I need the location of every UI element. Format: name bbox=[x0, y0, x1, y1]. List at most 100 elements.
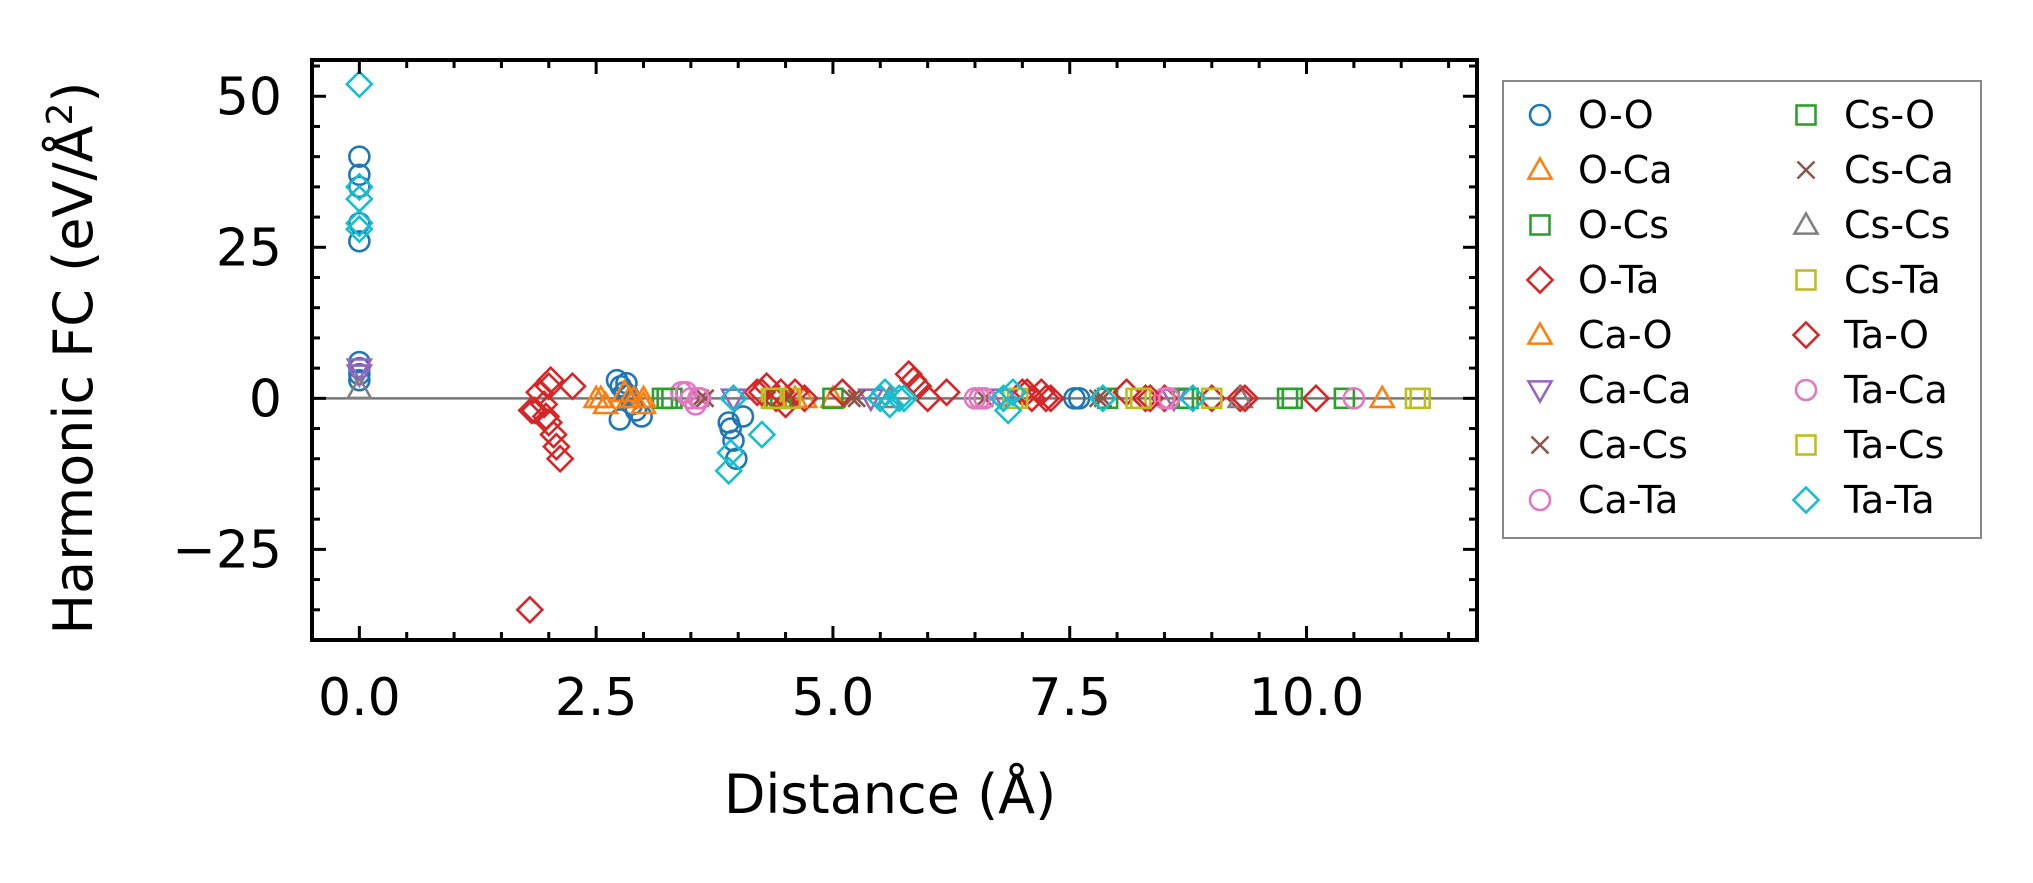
data-point bbox=[545, 444, 575, 474]
x-tick-label: 10.0 bbox=[1249, 668, 1365, 728]
data-point bbox=[714, 456, 744, 486]
legend-marker bbox=[1795, 434, 1817, 456]
legend-marker bbox=[1528, 488, 1552, 512]
legend-label: Cs-O bbox=[1844, 93, 1935, 137]
legend-label: Cs-Ta bbox=[1844, 258, 1941, 302]
data-point bbox=[615, 384, 644, 409]
data-point bbox=[875, 390, 905, 419]
data-point bbox=[1368, 384, 1397, 409]
legend-label: Ta-Ta bbox=[1843, 478, 1935, 522]
data-point bbox=[345, 172, 374, 202]
data-point bbox=[731, 405, 755, 428]
y-tick-label: −25 bbox=[172, 520, 282, 580]
legend-label: Ca-Ca bbox=[1578, 368, 1691, 412]
data-point bbox=[534, 371, 564, 401]
data-point bbox=[608, 408, 632, 431]
x-tick-label: 0.0 bbox=[318, 668, 401, 728]
y-tick-label: 25 bbox=[216, 218, 282, 278]
data-point bbox=[345, 358, 374, 383]
data-point bbox=[345, 375, 374, 400]
data-point bbox=[857, 388, 885, 413]
data-point bbox=[1200, 387, 1223, 410]
legend-marker bbox=[1794, 378, 1818, 402]
data-point bbox=[1230, 383, 1260, 413]
legend-item-cs-cs: Cs-Cs bbox=[1792, 203, 1950, 247]
data-point bbox=[345, 69, 374, 99]
data-point bbox=[899, 365, 928, 395]
data-point bbox=[345, 364, 374, 389]
data-point bbox=[989, 383, 1018, 413]
data-point bbox=[1135, 383, 1165, 413]
legend-label: Cs-Ca bbox=[1844, 148, 1954, 192]
legend-item-ta-o: Ta-O bbox=[1791, 313, 1929, 357]
data-point bbox=[716, 438, 745, 468]
legend-marker bbox=[1525, 265, 1555, 295]
legend-label: Ta-O bbox=[1843, 313, 1929, 357]
data-point bbox=[520, 396, 549, 425]
legend: O-O O-Ca O-Cs O-Ta Ca-O Ca-Ca Ca-Cs Ca-Ta Cs-O Cs… bbox=[1502, 80, 1982, 539]
legend-marker bbox=[1791, 485, 1821, 515]
data-point bbox=[1088, 388, 1108, 408]
data-point bbox=[687, 387, 710, 410]
legend-label: Ca-Cs bbox=[1578, 423, 1688, 467]
legend-marker bbox=[1795, 104, 1817, 126]
data-point bbox=[674, 380, 698, 404]
data-point bbox=[539, 420, 568, 449]
x-tick-label: 2.5 bbox=[555, 668, 638, 728]
data-point bbox=[998, 377, 1028, 407]
data-point bbox=[345, 208, 374, 238]
legend-label: O-O bbox=[1578, 93, 1654, 137]
legend-item-ca-cs: Ca-Cs bbox=[1530, 423, 1688, 467]
y-tick-label: 0 bbox=[249, 369, 282, 429]
data-point bbox=[1281, 387, 1304, 410]
legend-item-cs-ca: Cs-Ca bbox=[1796, 148, 1954, 192]
data-point bbox=[345, 214, 374, 244]
legend-marker bbox=[1526, 155, 1554, 180]
data-point bbox=[719, 388, 748, 413]
series-ta-ta bbox=[345, 69, 1208, 486]
x-tick-label: 5.0 bbox=[792, 668, 875, 728]
legend-label: Ta-Cs bbox=[1843, 423, 1944, 467]
y-axis-label: Harmonic FC (eV/Å2) bbox=[40, 82, 105, 635]
legend-item-o-ta: O-Ta bbox=[1525, 258, 1659, 302]
legend-item-ca-ca: Ca-Ca bbox=[1526, 368, 1691, 412]
legend-marker bbox=[1529, 214, 1551, 236]
legend-item-ta-cs: Ta-Cs bbox=[1795, 423, 1944, 467]
data-point bbox=[1225, 383, 1255, 413]
data-point bbox=[536, 365, 566, 395]
data-point bbox=[1342, 387, 1366, 410]
data-point bbox=[558, 371, 587, 401]
legend-label: Ca-Ta bbox=[1578, 478, 1678, 522]
data-point bbox=[932, 377, 961, 407]
data-point bbox=[348, 368, 371, 392]
data-point bbox=[719, 383, 748, 413]
data-point bbox=[515, 595, 545, 625]
legend-items: O-O O-Ca O-Cs O-Ta Ca-O Ca-Ca Ca-Cs Ca-Ta Cs-O Cs… bbox=[1525, 93, 1954, 522]
legend-item-ta-ta: Ta-Ta bbox=[1791, 478, 1935, 522]
legend-label: O-Cs bbox=[1578, 203, 1669, 247]
legend-frame bbox=[1502, 80, 1982, 539]
data-point bbox=[517, 396, 547, 425]
legend-label: O-Ta bbox=[1578, 258, 1659, 302]
legend-item-o-ca: O-Ca bbox=[1526, 148, 1673, 192]
data-points bbox=[345, 69, 1431, 625]
data-point bbox=[1131, 383, 1160, 413]
data-point bbox=[889, 383, 919, 413]
plot-frame bbox=[310, 58, 1479, 642]
data-point bbox=[847, 388, 867, 408]
data-point bbox=[884, 383, 914, 413]
legend-marker bbox=[1526, 320, 1554, 345]
data-point bbox=[763, 387, 786, 410]
data-point bbox=[747, 420, 777, 449]
data-point bbox=[1088, 383, 1118, 413]
data-point bbox=[1129, 387, 1152, 410]
data-point bbox=[1036, 383, 1066, 413]
data-point bbox=[790, 383, 819, 413]
legend-label: Ta-Ca bbox=[1843, 368, 1948, 412]
axis-ticks bbox=[310, 60, 1477, 642]
data-point bbox=[1333, 387, 1356, 410]
data-point bbox=[1178, 383, 1208, 413]
legend-marker bbox=[1796, 160, 1816, 180]
data-point bbox=[842, 388, 862, 408]
